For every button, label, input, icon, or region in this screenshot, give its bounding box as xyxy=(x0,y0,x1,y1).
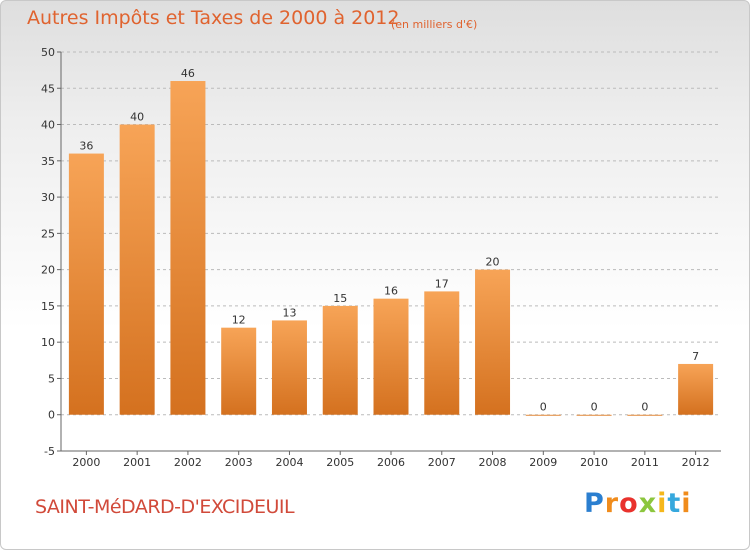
bar-2012 xyxy=(678,363,714,415)
data-label-2003: 12 xyxy=(232,314,246,327)
x-tick-label: 2003 xyxy=(225,456,253,469)
logo-letter: i xyxy=(681,488,692,519)
x-tick-label: 2010 xyxy=(580,456,608,469)
labels: 36 40 46 12 13 15 16 17 20 0 0 0 7 xyxy=(79,67,699,414)
bar-2007 xyxy=(424,291,460,415)
x-tick-label: 2006 xyxy=(377,456,405,469)
logo-letter: x xyxy=(638,488,658,519)
y-tick-label: 0 xyxy=(48,409,55,422)
y-tick-label: -5 xyxy=(44,445,55,458)
x-tick-label: 2011 xyxy=(631,456,659,469)
y-tick-label: 50 xyxy=(41,46,55,59)
data-label-2001: 40 xyxy=(130,111,144,124)
y-tick-label: 30 xyxy=(41,191,55,204)
bar-2009 xyxy=(525,414,561,416)
data-label-2005: 15 xyxy=(333,292,347,305)
bar-2006 xyxy=(373,298,409,415)
bar-2001 xyxy=(119,124,155,415)
x-tick-label: 2007 xyxy=(428,456,456,469)
x-tick-label: 2002 xyxy=(174,456,202,469)
x-tick-label: 2008 xyxy=(479,456,507,469)
y-tick-label: 5 xyxy=(48,372,55,385)
y-tick-label: 15 xyxy=(41,300,55,313)
x-tick-label: 2005 xyxy=(326,456,354,469)
y-tick-label: 20 xyxy=(41,264,55,277)
bar-2011 xyxy=(627,414,663,416)
x-tick-label: 2012 xyxy=(682,456,710,469)
logo-letter: P xyxy=(584,488,605,519)
logo-letter: r xyxy=(604,488,620,519)
y-tick-label: 40 xyxy=(41,119,55,132)
logo-letter: t xyxy=(667,488,682,519)
chart-units: (en milliers d'€) xyxy=(391,18,478,31)
y-tick-label: 35 xyxy=(41,155,55,168)
data-label-2000: 36 xyxy=(79,140,93,153)
bar-2005 xyxy=(322,305,358,415)
x-tick-label: 2004 xyxy=(275,456,303,469)
data-label-2012: 7 xyxy=(692,350,699,363)
proxiti-logo: Proxiti xyxy=(584,488,692,519)
logo-letter: o xyxy=(619,488,639,519)
y-tick-label: 10 xyxy=(41,336,55,349)
commune-name: SAINT-MéDARD-D'EXCIDEUIL xyxy=(35,496,295,518)
data-label-2007: 17 xyxy=(435,277,449,290)
bar-2008 xyxy=(475,269,511,415)
y-tick-label: 45 xyxy=(41,82,55,95)
bar-2000 xyxy=(68,153,104,415)
x-tick-label: 2001 xyxy=(123,456,151,469)
y-tick-label: 25 xyxy=(41,227,55,240)
bar-2003 xyxy=(221,327,257,415)
bar-2004 xyxy=(271,320,307,415)
bar-2002 xyxy=(170,81,206,415)
data-label-2011: 0 xyxy=(641,401,648,414)
bar-2010 xyxy=(576,414,612,416)
chart-title: Autres Impôts et Taxes de 2000 à 2012 xyxy=(27,7,400,29)
logo-letter: i xyxy=(657,488,668,519)
x-tick-label: 2009 xyxy=(529,456,557,469)
data-label-2004: 13 xyxy=(282,306,296,319)
data-label-2008: 20 xyxy=(486,256,500,269)
data-label-2006: 16 xyxy=(384,285,398,298)
data-label-2002: 46 xyxy=(181,67,195,80)
data-label-2010: 0 xyxy=(591,401,598,414)
x-tick-label: 2000 xyxy=(72,456,100,469)
bars xyxy=(68,81,714,416)
data-label-2009: 0 xyxy=(540,401,547,414)
